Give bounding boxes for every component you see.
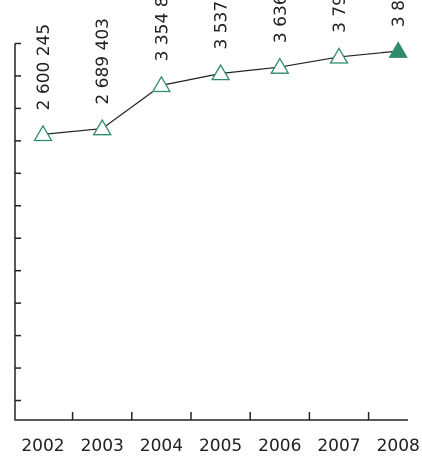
x-tick-label: 2005 [199,436,242,456]
data-label: 2 689 403 [93,18,113,105]
data-label: 3 636 331 [271,0,291,43]
x-tick-label: 2006 [258,436,301,456]
series-markers [33,41,408,142]
data-label: 2 600 245 [34,24,54,111]
data-label: 3 792 967 [330,0,350,33]
x-ticks [71,412,370,420]
data-labels: 2 600 245 2 689 403 3 354 857 3 537 381 3 63… [34,0,409,110]
data-point-marker [210,63,231,81]
data-point-marker [270,57,290,74]
data-point-marker [92,118,112,136]
data-point-marker [151,75,172,93]
x-tick-label: 2008 [377,436,420,456]
data-label: 3 354 857 [152,0,172,61]
data-point-marker [329,47,349,64]
data-label: 3 882 615 [389,0,409,27]
x-tick-labels: 2002 2003 2004 2005 2006 2007 2008 [21,436,419,456]
x-tick-label: 2003 [81,436,124,456]
data-label: 3 537 381 [212,0,232,50]
x-tick-label: 2004 [140,436,183,456]
data-point-marker [388,41,408,58]
data-point-marker [33,124,53,142]
chart-axes [14,43,408,421]
y-ticks [15,42,21,402]
x-tick-label: 2007 [317,436,360,456]
x-tick-label: 2002 [21,436,64,456]
axis-line [14,43,408,421]
